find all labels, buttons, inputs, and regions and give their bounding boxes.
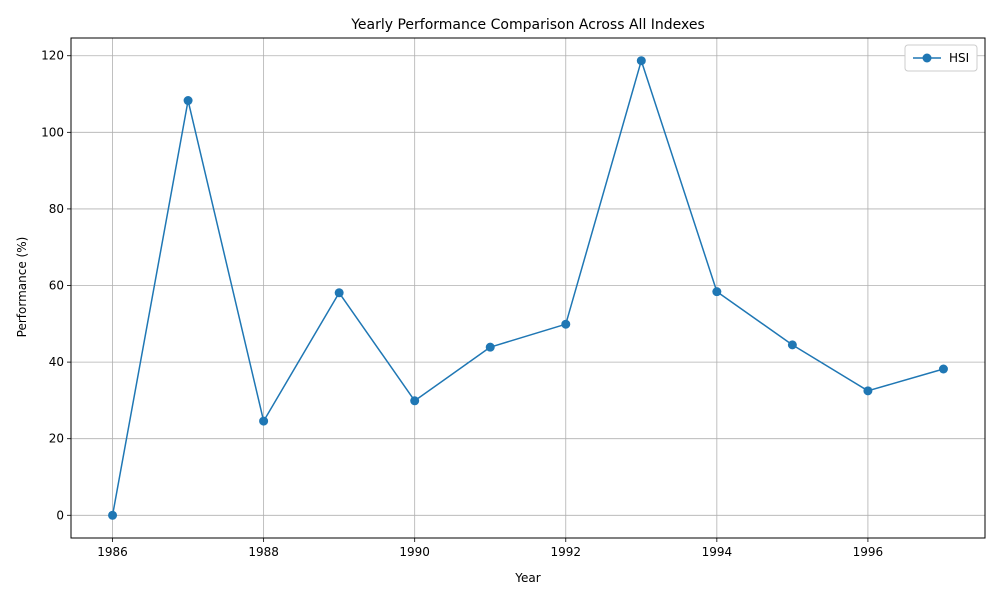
- y-axis-title: Performance (%): [15, 237, 29, 338]
- data-point: [712, 287, 722, 297]
- y-tick-label: 60: [49, 279, 64, 293]
- legend-marker-swatch: [922, 53, 932, 63]
- x-axis-title: Year: [514, 571, 540, 585]
- data-point: [108, 510, 118, 520]
- data-point: [334, 288, 344, 298]
- x-tick-label: 1996: [853, 545, 884, 559]
- axis-ticks: 1986 1988 1990 1992 1994 1996 0 20 40 60 80 100 120: [41, 49, 883, 559]
- data-point: [938, 364, 948, 374]
- data-point: [410, 396, 420, 406]
- x-tick-label: 1986: [97, 545, 128, 559]
- legend-label-hsi: HSI: [949, 51, 969, 65]
- y-tick-label: 20: [49, 432, 64, 446]
- x-tick-label: 1990: [399, 545, 430, 559]
- y-tick-label: 0: [56, 508, 64, 522]
- plot-area-frame: [70, 37, 986, 539]
- y-tick-label: 100: [41, 125, 64, 139]
- data-point: [485, 342, 495, 352]
- data-point: [259, 416, 269, 426]
- x-tick-label: 1994: [702, 545, 733, 559]
- data-point: [561, 319, 571, 329]
- y-tick-label: 120: [41, 49, 64, 63]
- series-layer: [108, 56, 948, 520]
- y-tick-label: 40: [49, 355, 64, 369]
- x-tick-label: 1992: [550, 545, 581, 559]
- legend: HSI: [904, 44, 978, 72]
- series-line-hsi: [111, 59, 944, 516]
- data-point: [787, 340, 797, 350]
- chart-title: Yearly Performance Comparison Across All…: [350, 17, 705, 33]
- data-point: [183, 96, 193, 106]
- data-point: [863, 386, 873, 396]
- x-tick-label: 1988: [248, 545, 279, 559]
- y-tick-label: 80: [49, 202, 64, 216]
- data-point: [636, 56, 646, 66]
